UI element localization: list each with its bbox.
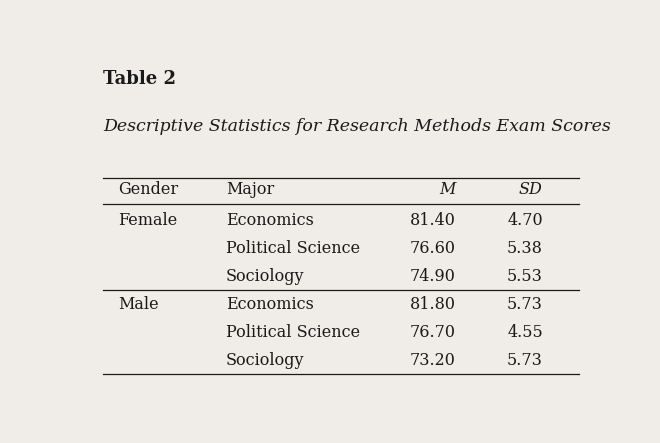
Text: Political Science: Political Science xyxy=(226,240,360,257)
Text: 5.38: 5.38 xyxy=(507,240,543,257)
Text: SD: SD xyxy=(519,181,543,198)
Text: M: M xyxy=(440,181,456,198)
Text: Gender: Gender xyxy=(118,181,178,198)
Text: 76.60: 76.60 xyxy=(410,240,456,257)
Text: Female: Female xyxy=(118,212,178,229)
Text: Descriptive Statistics for Research Methods Exam Scores: Descriptive Statistics for Research Meth… xyxy=(103,118,610,135)
Text: 4.70: 4.70 xyxy=(508,212,543,229)
Text: 81.40: 81.40 xyxy=(410,212,456,229)
Text: Economics: Economics xyxy=(226,296,314,313)
Text: Political Science: Political Science xyxy=(226,324,360,341)
Text: Male: Male xyxy=(118,296,159,313)
Text: Sociology: Sociology xyxy=(226,268,304,285)
Text: Economics: Economics xyxy=(226,212,314,229)
Text: 76.70: 76.70 xyxy=(410,324,456,341)
Text: 4.55: 4.55 xyxy=(507,324,543,341)
Text: 5.73: 5.73 xyxy=(507,296,543,313)
Text: Sociology: Sociology xyxy=(226,352,304,369)
Text: 73.20: 73.20 xyxy=(410,352,456,369)
Text: 81.80: 81.80 xyxy=(410,296,456,313)
Text: 5.73: 5.73 xyxy=(507,352,543,369)
Text: 74.90: 74.90 xyxy=(410,268,456,285)
Text: Major: Major xyxy=(226,181,274,198)
Text: 5.53: 5.53 xyxy=(507,268,543,285)
Text: Table 2: Table 2 xyxy=(103,70,176,88)
